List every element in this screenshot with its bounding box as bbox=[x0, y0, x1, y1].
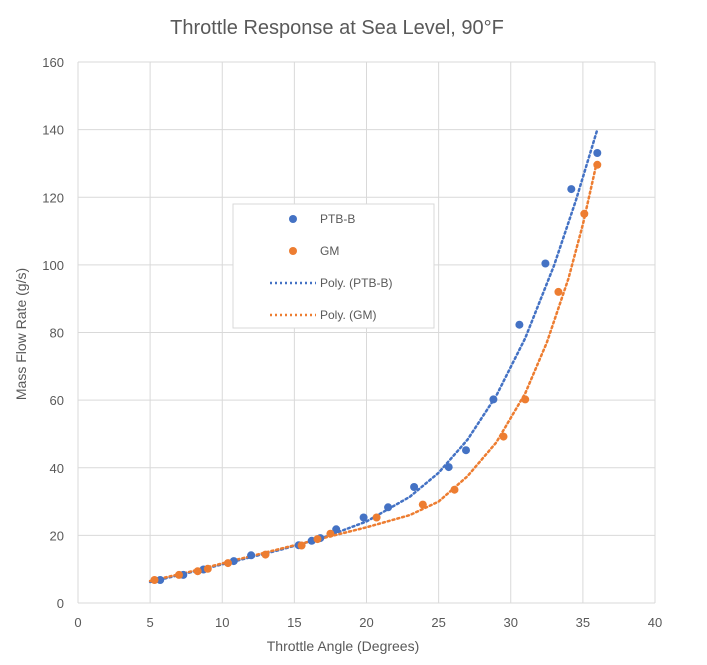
y-tick-label: 40 bbox=[50, 461, 64, 476]
x-tick-label: 5 bbox=[147, 615, 154, 630]
point-gm bbox=[224, 559, 232, 568]
x-tick-label: 15 bbox=[287, 615, 301, 630]
y-tick-label: 20 bbox=[50, 528, 64, 543]
y-tick-label: 160 bbox=[42, 55, 64, 70]
x-tick-label: 35 bbox=[576, 615, 590, 630]
point-gm bbox=[554, 287, 563, 296]
legend-label-ptb-b: PTB-B bbox=[320, 212, 355, 226]
point-ptb-b bbox=[247, 551, 256, 560]
legend: PTB-B GM Poly. (PTB-B) Poly. (GM) bbox=[232, 203, 435, 329]
legend-marker-ptb-b bbox=[289, 215, 297, 223]
point-gm bbox=[372, 513, 381, 522]
y-tick-label: 0 bbox=[57, 596, 64, 611]
gridlines bbox=[77, 61, 656, 604]
x-tick-label: 40 bbox=[648, 615, 662, 630]
x-tick-label: 30 bbox=[504, 615, 518, 630]
point-gm bbox=[326, 529, 335, 538]
y-tick-label: 120 bbox=[42, 190, 64, 205]
point-gm bbox=[521, 395, 530, 404]
point-ptb-b bbox=[410, 483, 419, 491]
point-ptb-b bbox=[567, 185, 576, 194]
point-ptb-b bbox=[462, 446, 470, 455]
y-tick-label: 140 bbox=[42, 123, 64, 138]
y-tick-label: 100 bbox=[42, 258, 64, 273]
legend-label-poly-gm: Poly. (GM) bbox=[320, 308, 376, 322]
point-gm bbox=[450, 485, 459, 494]
point-ptb-b bbox=[156, 576, 165, 584]
point-gm bbox=[418, 500, 427, 509]
x-tick-label: 20 bbox=[359, 615, 373, 630]
point-gm bbox=[580, 209, 589, 218]
point-gm bbox=[175, 570, 183, 579]
legend-marker-gm bbox=[289, 247, 297, 255]
legend-box bbox=[232, 203, 435, 329]
point-ptb-b bbox=[359, 513, 368, 522]
point-ptb-b bbox=[515, 320, 524, 329]
x-tick-label: 25 bbox=[431, 615, 445, 630]
point-gm bbox=[150, 576, 159, 584]
y-axis-ticks: 0 20 40 60 80 100 120 140 160 bbox=[42, 55, 64, 611]
point-gm bbox=[261, 550, 270, 559]
point-ptb-b bbox=[489, 395, 498, 404]
point-ptb-b bbox=[384, 503, 393, 512]
point-gm bbox=[499, 432, 508, 441]
y-tick-label: 80 bbox=[50, 326, 64, 341]
chart-title: Throttle Response at Sea Level, 90°F bbox=[170, 17, 504, 39]
x-tick-label: 0 bbox=[74, 615, 81, 630]
x-tick-label: 10 bbox=[215, 615, 229, 630]
point-gm bbox=[593, 160, 602, 169]
y-tick-label: 60 bbox=[50, 393, 64, 408]
point-gm bbox=[193, 567, 202, 576]
point-ptb-b bbox=[593, 149, 602, 157]
legend-label-poly-ptb-b: Poly. (PTB-B) bbox=[320, 276, 392, 290]
point-gm bbox=[313, 535, 322, 544]
data-points bbox=[150, 149, 602, 584]
point-gm bbox=[203, 564, 212, 573]
point-ptb-b bbox=[541, 259, 550, 268]
x-axis-title: Throttle Angle (Degrees) bbox=[267, 638, 420, 654]
point-ptb-b bbox=[444, 463, 453, 472]
point-gm bbox=[297, 541, 306, 550]
point-ptb-b bbox=[332, 525, 341, 534]
legend-label-gm: GM bbox=[320, 244, 339, 258]
y-axis-title: Mass Flow Rate (g/s) bbox=[13, 268, 29, 400]
x-axis-ticks: 0 5 10 15 20 25 30 35 40 bbox=[74, 615, 662, 630]
